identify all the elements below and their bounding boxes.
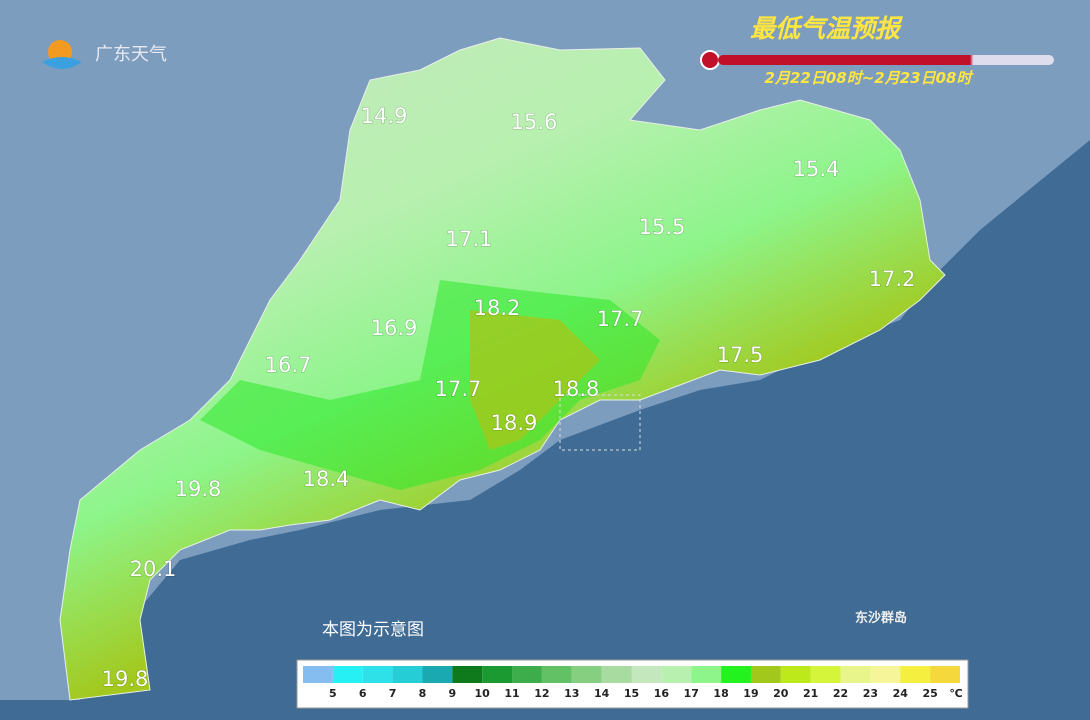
legend-swatch xyxy=(362,666,393,683)
legend-label: 14 xyxy=(594,687,610,700)
legend-label: 5 xyxy=(329,687,337,700)
legend-swatch xyxy=(661,666,692,683)
legend-label: 20 xyxy=(773,687,789,700)
station-temp: 19.8 xyxy=(175,477,222,501)
station-temp: 17.1 xyxy=(446,227,493,251)
island-label: 东沙群岛 xyxy=(855,610,907,626)
station-temp: 18.8 xyxy=(553,377,600,401)
thermo-bulb xyxy=(700,50,720,70)
legend-swatch xyxy=(571,666,602,683)
legend-swatch xyxy=(631,666,662,683)
legend-swatch xyxy=(303,666,333,683)
station-temp: 15.4 xyxy=(793,157,840,181)
legend-label: 22 xyxy=(833,687,848,700)
legend-label: 10 xyxy=(475,687,491,700)
legend-label: 23 xyxy=(863,687,878,700)
legend-swatch xyxy=(332,666,363,683)
station-temp: 19.8 xyxy=(102,667,149,691)
legend-swatch xyxy=(721,666,751,683)
legend-swatch xyxy=(512,666,542,683)
legend-label: 8 xyxy=(419,687,427,700)
station-temp: 16.7 xyxy=(265,353,312,377)
legend-label: 6 xyxy=(359,687,367,700)
legend-swatch xyxy=(780,666,811,683)
legend-label: 9 xyxy=(448,687,456,700)
logo-text: 广东天气 xyxy=(95,44,167,65)
hk-box xyxy=(559,394,641,451)
legend-swatch xyxy=(392,666,423,683)
legend-swatch xyxy=(601,666,632,683)
station-temp: 18.4 xyxy=(303,467,350,491)
legend-label: 24 xyxy=(893,687,909,700)
legend-label: 11 xyxy=(504,687,519,700)
station-temp: 14.9 xyxy=(361,104,408,128)
legend-label: 15 xyxy=(624,687,639,700)
station-temp: 16.9 xyxy=(371,316,418,340)
legend-label: 18 xyxy=(713,687,728,700)
warmer-zone xyxy=(470,310,600,450)
legend-swatch xyxy=(810,666,841,683)
station-temp: 17.7 xyxy=(435,377,482,401)
legend-swatch xyxy=(422,666,453,683)
legend-unit: ℃ xyxy=(949,687,962,700)
legend-label: 17 xyxy=(684,687,699,700)
legend-swatch xyxy=(541,666,572,683)
station-temp: 20.1 xyxy=(130,557,177,581)
station-temp: 18.9 xyxy=(491,411,538,435)
legend-swatch xyxy=(750,666,781,683)
legend-swatch xyxy=(452,666,483,683)
thermo-bar xyxy=(718,55,1054,65)
legend-swatch xyxy=(840,666,871,683)
legend-label: 16 xyxy=(654,687,670,700)
legend-label: 21 xyxy=(803,687,818,700)
legend-label: 7 xyxy=(389,687,397,700)
station-temp: 18.2 xyxy=(474,296,521,320)
station-temp: 15.6 xyxy=(511,110,558,134)
legend-swatch xyxy=(900,666,931,683)
legend-label: 25 xyxy=(922,687,937,700)
note: 本图为示意图 xyxy=(322,620,424,640)
station-temp: 17.2 xyxy=(869,267,916,291)
logo: 广东天气 xyxy=(42,40,167,69)
station-temp: 17.5 xyxy=(717,343,764,367)
legend-swatch xyxy=(691,666,722,683)
legend-label: 19 xyxy=(743,687,758,700)
legend-label: 13 xyxy=(564,687,579,700)
period: 2月22日08时~2月23日08时 xyxy=(765,69,975,87)
station-temp: 17.7 xyxy=(597,307,644,331)
station-temp: 15.5 xyxy=(639,215,686,239)
legend-swatch xyxy=(870,666,901,683)
legend-swatch xyxy=(930,666,960,683)
legend-swatch xyxy=(482,666,513,683)
title: 最低气温预报 xyxy=(750,14,904,43)
legend-label: 12 xyxy=(534,687,549,700)
